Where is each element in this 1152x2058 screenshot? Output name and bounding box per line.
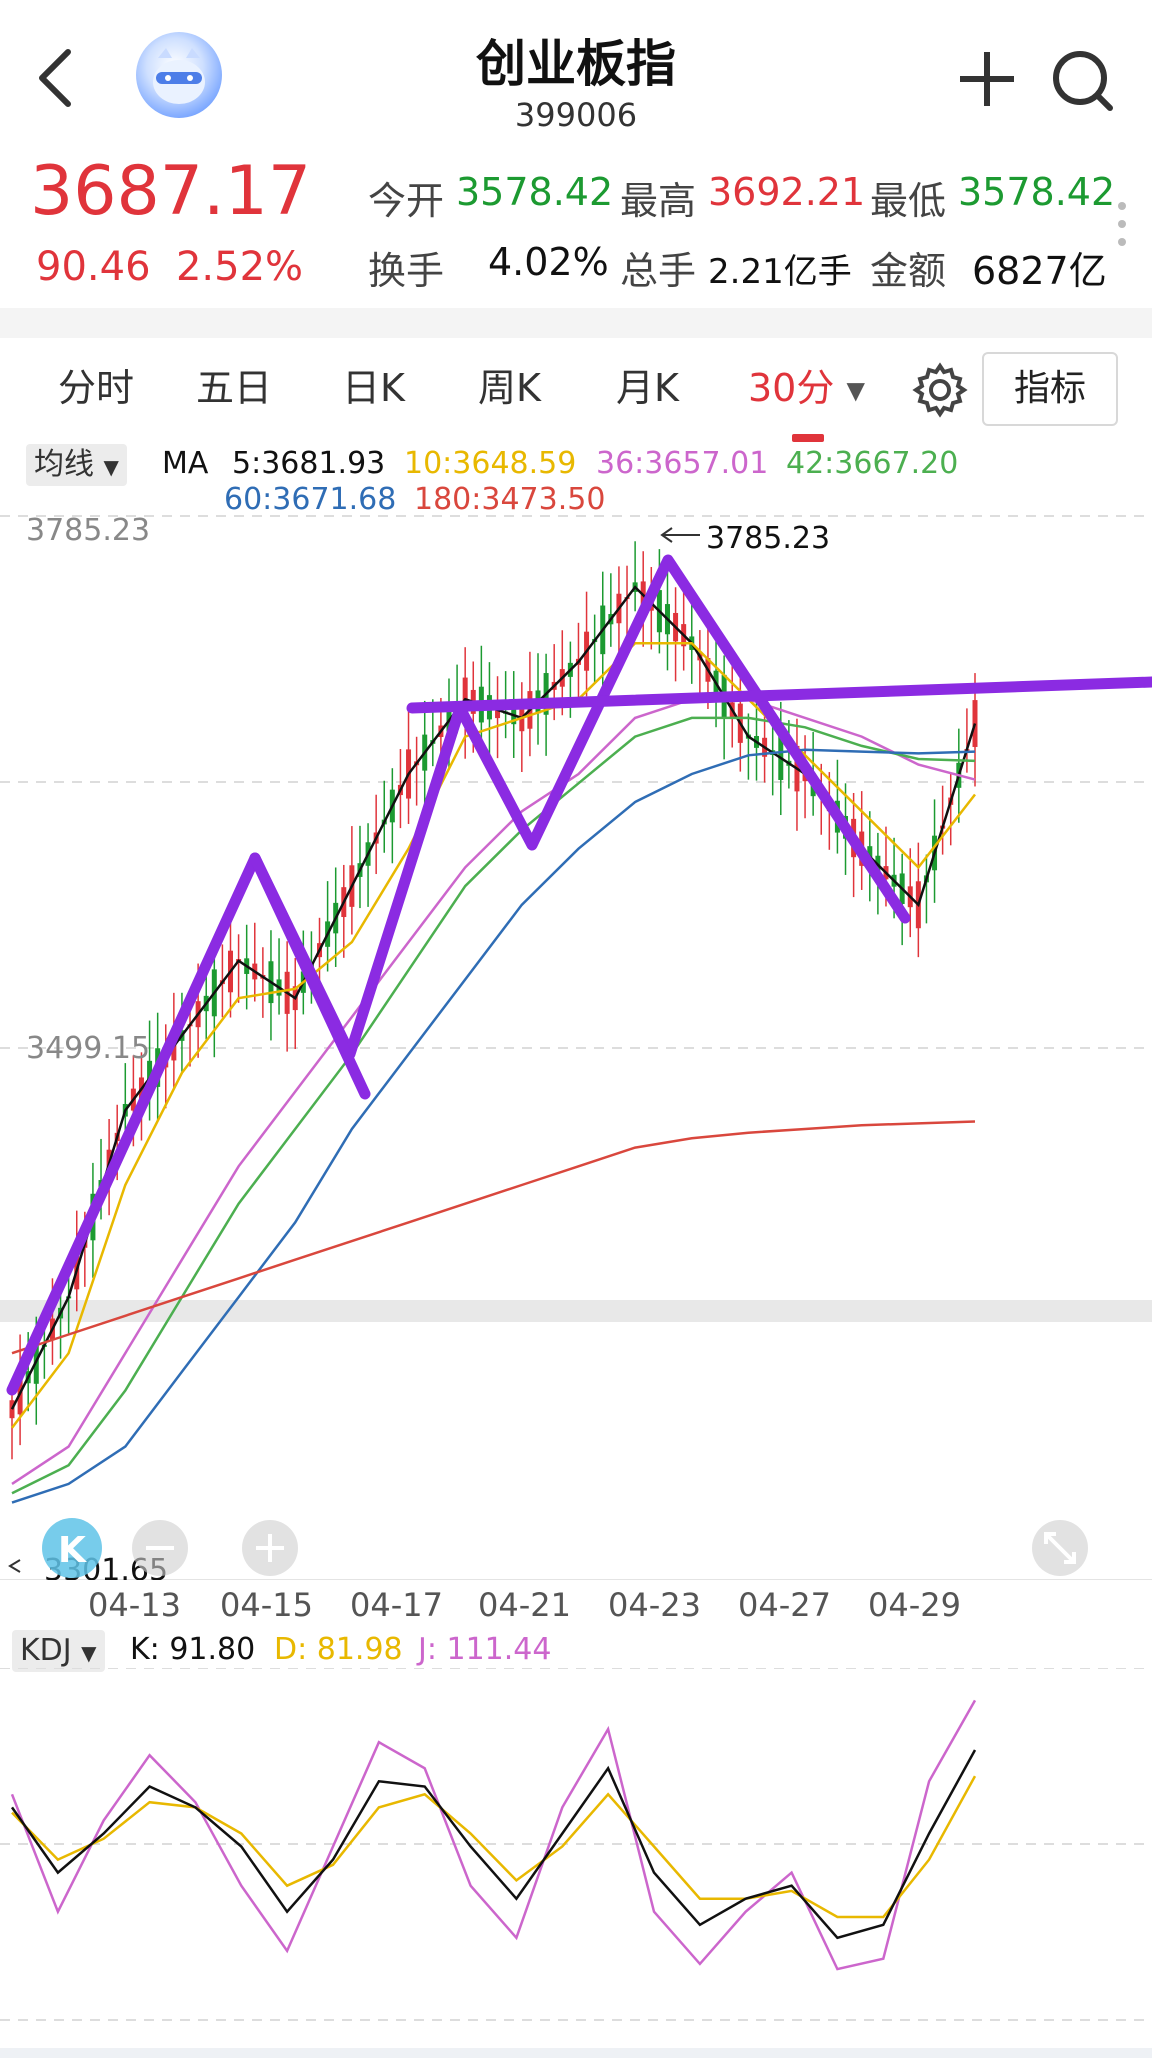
ma-prefix: MA (162, 446, 209, 481)
date-tick: 04-15 (220, 1586, 313, 1624)
kdj-line-k (10, 1749, 977, 1940)
caret-down-icon: ▼ (103, 455, 119, 479)
max-marker-arrowhead (660, 527, 673, 543)
kdj-d-value: D: 81.98 (274, 1632, 403, 1667)
volume-value: 2.21亿手 (708, 252, 852, 292)
ma-line-42 (11, 716, 976, 1495)
kdj-line-j (10, 1699, 977, 1971)
tab-monthly-k[interactable]: 月K (616, 366, 679, 410)
date-tick: 04-29 (868, 1586, 961, 1624)
kdj-j-value: J: 111.44 (418, 1632, 552, 1667)
chart-band (0, 1300, 1152, 1322)
tab-30min-label: 30分 (748, 366, 835, 410)
max-price-marker: 3785.23 (706, 521, 830, 556)
amount-value: 6827亿 (972, 249, 1107, 293)
back-arrow-icon[interactable] (30, 42, 86, 114)
change-percent: 2.52% (175, 244, 304, 290)
price-change: 90.46 2.52% (36, 244, 303, 290)
ma-dropdown-label: 均线 (34, 447, 94, 482)
open-value: 3578.42 (456, 170, 614, 214)
index-code: 399006 (514, 96, 638, 134)
tab-five-day[interactable]: 五日 (196, 366, 273, 410)
search-icon[interactable] (1048, 46, 1118, 116)
ma-dropdown[interactable]: 均线 ▼ (26, 444, 127, 486)
zoom-out-button[interactable] (132, 1520, 188, 1576)
volume-label: 总手 (620, 249, 697, 293)
page-title: 创业板指 (476, 35, 676, 93)
turnover-value: 4.02% (488, 240, 609, 284)
min-marker-arrowhead (8, 1559, 21, 1573)
indicator-button[interactable]: 指标 (982, 352, 1118, 426)
amount-label: 金额 (870, 249, 947, 293)
kdj-chart[interactable] (0, 1668, 1152, 2038)
high-value: 3692.21 (708, 170, 866, 214)
ma10-value: 10:3648.59 (404, 446, 577, 481)
ma-line-10 (11, 641, 976, 1429)
date-tick: 04-21 (478, 1586, 571, 1624)
kdj-dropdown-label: KDJ (20, 1633, 72, 1668)
open-label: 今开 (368, 179, 445, 223)
tab-weekly-k[interactable]: 周K (478, 366, 541, 410)
gear-icon[interactable] (912, 362, 968, 418)
chart-grid (0, 515, 1152, 1049)
candle-body (9, 1400, 15, 1419)
kdj-line-d (11, 1775, 977, 1919)
date-tick: 04-17 (350, 1586, 443, 1624)
ma-line-36 (11, 697, 976, 1485)
date-tick: 04-23 (608, 1586, 701, 1624)
zoom-in-button[interactable] (242, 1520, 298, 1576)
caret-down-icon: ▼ (81, 1641, 97, 1665)
add-icon[interactable] (954, 46, 1020, 112)
more-dots-icon[interactable] (1116, 200, 1128, 248)
ma-line-60 (11, 748, 976, 1504)
kdj-dropdown[interactable]: KDJ ▼ (12, 1630, 105, 1672)
current-price: 3687.17 (30, 152, 312, 231)
high-label: 最高 (620, 179, 697, 223)
kdj-k-value: K: 91.80 (130, 1632, 256, 1667)
axis-price-mid: 3499.15 (26, 1031, 150, 1066)
ma42-value: 42:3667.20 (786, 446, 959, 481)
ma5-value: 5:3681.93 (232, 446, 386, 481)
bottom-bar (0, 2048, 1152, 2058)
k-logo-button[interactable]: K (42, 1518, 102, 1578)
ma36-value: 36:3657.01 (596, 446, 769, 481)
low-label: 最低 (870, 179, 947, 223)
low-value: 3578.42 (958, 170, 1116, 214)
kdj-lines (10, 1699, 977, 1971)
active-tab-indicator (792, 434, 824, 442)
mascot-avatar[interactable] (136, 32, 222, 118)
change-value: 90.46 (36, 244, 151, 290)
ma180-value: 180:3473.50 (414, 482, 606, 517)
ma-line-180 (11, 1120, 976, 1355)
kline-chart[interactable]: 3785.23 3499.15 3785.23 3301.65 K (0, 480, 1152, 1580)
k-logo-icon: K (58, 1530, 87, 1571)
date-tick: 04-27 (738, 1586, 831, 1624)
fullscreen-button[interactable] (1032, 1520, 1088, 1576)
section-divider (0, 308, 1152, 338)
kdj-grid (0, 1668, 1152, 2021)
date-tick: 04-13 (88, 1586, 181, 1624)
tab-30min[interactable]: 30分 ▼ (748, 360, 865, 416)
ma60-value: 60:3671.68 (224, 482, 397, 517)
expand-icon (1044, 1532, 1076, 1564)
moving-average-lines (10, 585, 977, 1504)
turnover-label: 换手 (368, 249, 445, 293)
axis-price-top: 3785.23 (26, 513, 150, 548)
trend-annotation (6, 554, 1152, 1396)
tab-intraday[interactable]: 分时 (58, 366, 135, 410)
tab-daily-k[interactable]: 日K (342, 366, 405, 410)
caret-down-icon: ▼ (846, 376, 865, 405)
